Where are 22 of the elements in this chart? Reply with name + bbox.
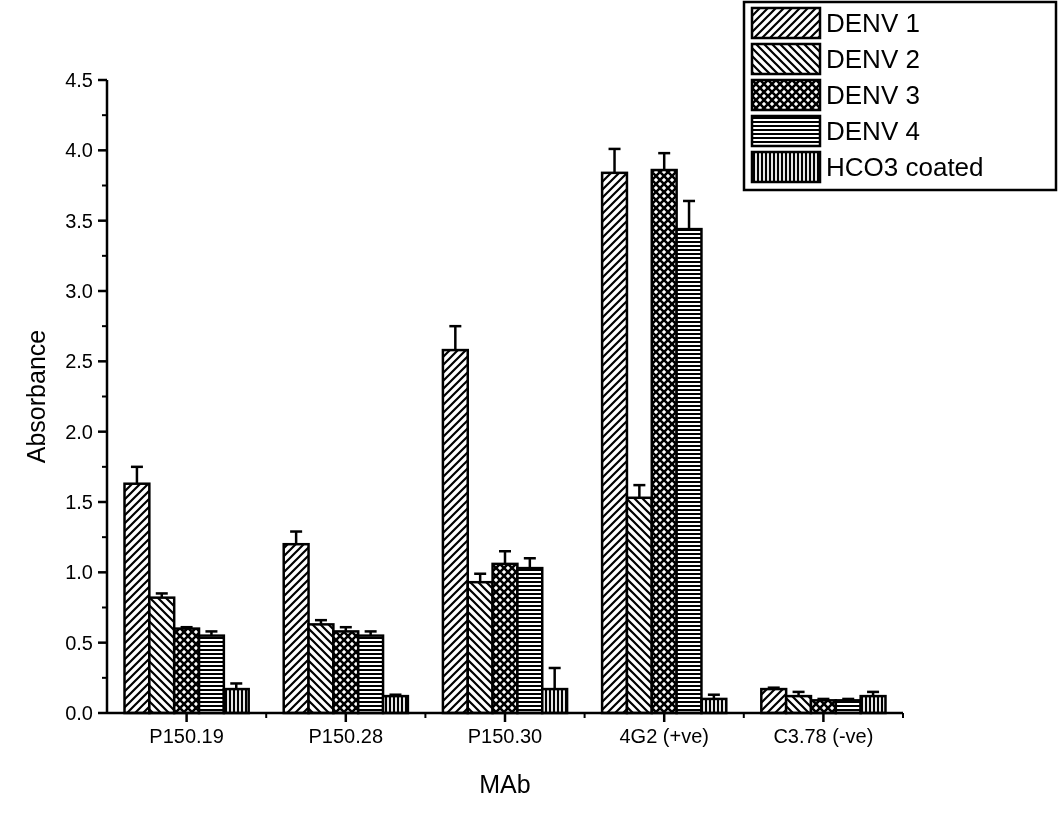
legend-label: DENV 2 [826, 44, 920, 75]
y-tick-label: 1.0 [65, 561, 93, 584]
y-tick-label: 2.5 [65, 350, 93, 373]
y-tick-label: 2.0 [65, 420, 93, 443]
y-tick-label: 1.5 [65, 491, 93, 513]
legend-label: DENV 4 [826, 116, 920, 147]
y-tick-label: 0.0 [65, 702, 93, 724]
y-tick-label: 3.5 [65, 209, 93, 232]
x-tick-label: C3.78 (-ve) [773, 725, 874, 747]
legend-label: HCO3 coated [826, 152, 984, 183]
y-tick-label: 3.0 [65, 280, 93, 302]
y-tick-label: 0.5 [65, 631, 93, 654]
x-tick-label: P150.28 [308, 725, 384, 747]
legend-label: DENV 3 [826, 80, 920, 111]
x-tick-label: 4G2 (+ve) [619, 725, 709, 747]
legend-label: DENV 1 [826, 8, 920, 39]
x-axis-title: MAb [479, 770, 531, 798]
y-tick-label: 4.0 [65, 139, 93, 162]
x-tick-label: P150.30 [467, 725, 543, 747]
x-tick-label: P150.19 [149, 725, 224, 747]
y-axis-title: Absorbance [22, 329, 50, 464]
y-tick-label: 4.5 [65, 69, 93, 91]
